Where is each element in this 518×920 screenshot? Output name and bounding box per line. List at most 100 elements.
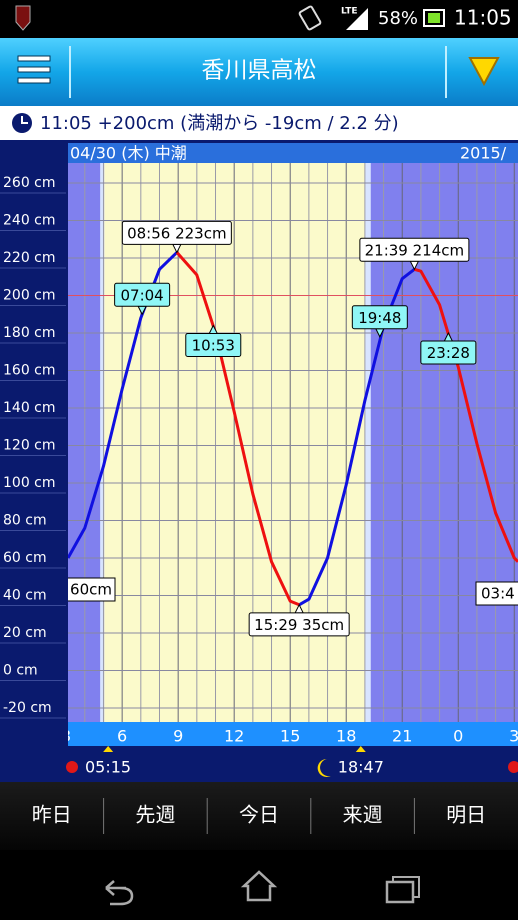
annotation-text: 08:56 223cm (127, 224, 227, 242)
clock-hands (21, 116, 28, 124)
day-nav-label: 明日 (446, 803, 486, 827)
annotation: 07:04 (114, 282, 171, 316)
x-tick-label: 3 (509, 727, 518, 746)
annotation-text: 23:28 (427, 344, 470, 362)
sunset-marker (355, 746, 366, 752)
edge-label-text: 60cm (70, 581, 112, 599)
x-tick-label: 15 (280, 727, 300, 746)
x-tick-label: 3 (61, 727, 71, 746)
y-tick-label: 100 cm (3, 475, 56, 491)
date-label: 04/30 (木) 中潮 (70, 144, 187, 163)
date-strip (68, 143, 518, 163)
annotation: 19:48 (351, 305, 408, 338)
menu-bar (17, 77, 51, 84)
x-tick-label: 6 (117, 727, 127, 746)
menu-bar (17, 66, 51, 73)
y-tick-label: 180 cm (3, 325, 56, 341)
annotation-box (420, 340, 477, 365)
menu-button[interactable] (17, 55, 51, 84)
day-nav-button[interactable]: 今日 (239, 803, 279, 827)
annotation: 10:53 (185, 324, 242, 358)
day-nav-label: 昨日 (32, 803, 72, 827)
day-nav-label: 今日 (239, 803, 279, 827)
annotation-box (121, 220, 232, 245)
back-button[interactable] (105, 880, 134, 906)
recent-front (385, 880, 415, 904)
header-title: 香川県高松 (202, 58, 317, 84)
sun-icon (66, 761, 78, 773)
y-tick-label: 80 cm (3, 512, 47, 528)
day-nav-button[interactable]: 昨日 (32, 803, 72, 827)
plot: 3 6 9 12 15 18 21 0 3 08:56 223cm 07:04 10:53 15:29 … (61, 163, 518, 752)
annotation-text: 21:39 214cm (365, 241, 465, 259)
y-tick-label: 260 cm (3, 175, 56, 191)
sunrise-marker (103, 746, 114, 752)
annotation-box (359, 237, 470, 262)
header (0, 38, 518, 106)
edge-label: 03:4 (475, 581, 518, 606)
edge-label-text: 03:4 (481, 585, 515, 603)
annotation: 08:56 223cm (121, 220, 232, 254)
annotation-box (185, 333, 242, 358)
location-button[interactable] (468, 57, 500, 87)
sunrise-label: 05:15 (85, 758, 131, 777)
system-nav (0, 850, 518, 920)
annotation-text: 07:04 (121, 286, 164, 304)
tide-line (175, 251, 518, 607)
annotation-box (114, 282, 171, 307)
x-tick-label: 21 (392, 727, 412, 746)
app-icon (15, 5, 31, 31)
clock: 11:05 (454, 6, 512, 30)
info-bar (0, 106, 518, 140)
y-tick-label: 0 cm (3, 662, 38, 678)
annotation-box (248, 612, 350, 637)
edge-label-box (68, 577, 116, 602)
info-text: 11:05 +200cm (満潮から -19cm / 2.2 分) (40, 113, 399, 134)
annotation: 21:39 214cm (359, 237, 470, 271)
annotation-text: 19:48 (358, 309, 401, 327)
y-tick-label: 140 cm (3, 400, 56, 416)
year-label: 2015/ (460, 144, 507, 163)
sunset-label: 18:47 (338, 758, 384, 777)
home-button[interactable] (240, 870, 278, 902)
moon-icon (317, 758, 331, 777)
day-nav-button[interactable]: 明日 (446, 803, 486, 827)
menu-bar (17, 55, 51, 62)
annotation-text: 10:53 (192, 337, 235, 355)
battery-level (428, 13, 440, 23)
y-tick-label: 200 cm (3, 288, 56, 304)
vibrate-icon (298, 5, 322, 31)
tide-line (68, 251, 416, 607)
status-bar (0, 0, 518, 38)
y-tick-label: 220 cm (3, 250, 56, 266)
y-tick-label: 160 cm (3, 363, 56, 379)
x-tick-label: 0 (453, 727, 463, 746)
recent-button[interactable] (385, 876, 420, 904)
network-type: LTE (341, 7, 358, 17)
y-tick-label: 120 cm (3, 437, 56, 453)
annotation-box (351, 305, 408, 330)
recent-back (392, 876, 420, 898)
day-nav-buttons: 昨日 先週 今日 来週 明日 (32, 798, 486, 834)
battery-icon (423, 9, 445, 27)
day-nav-button[interactable]: 来週 (343, 803, 383, 827)
twilight (364, 163, 371, 722)
x-tick-label: 18 (336, 727, 356, 746)
x-tick-label: 9 (173, 727, 183, 746)
edge-label: 60cm (68, 577, 116, 602)
day-nav (0, 782, 518, 850)
annotation: 15:29 35cm (248, 603, 350, 637)
annotation-text: 15:29 35cm (254, 616, 344, 634)
battery-text: 58% (378, 8, 418, 29)
day-nav-button[interactable]: 先週 (135, 803, 175, 827)
y-tick-label: -20 cm (3, 700, 52, 716)
signal-icon (346, 8, 368, 30)
y-tick-label: 20 cm (3, 625, 47, 641)
x-axis-strip (68, 722, 518, 746)
twilight (100, 163, 105, 722)
annotation: 23:28 (420, 331, 477, 365)
y-tick-label: 240 cm (3, 213, 56, 229)
y-tick-label: 60 cm (3, 550, 47, 566)
